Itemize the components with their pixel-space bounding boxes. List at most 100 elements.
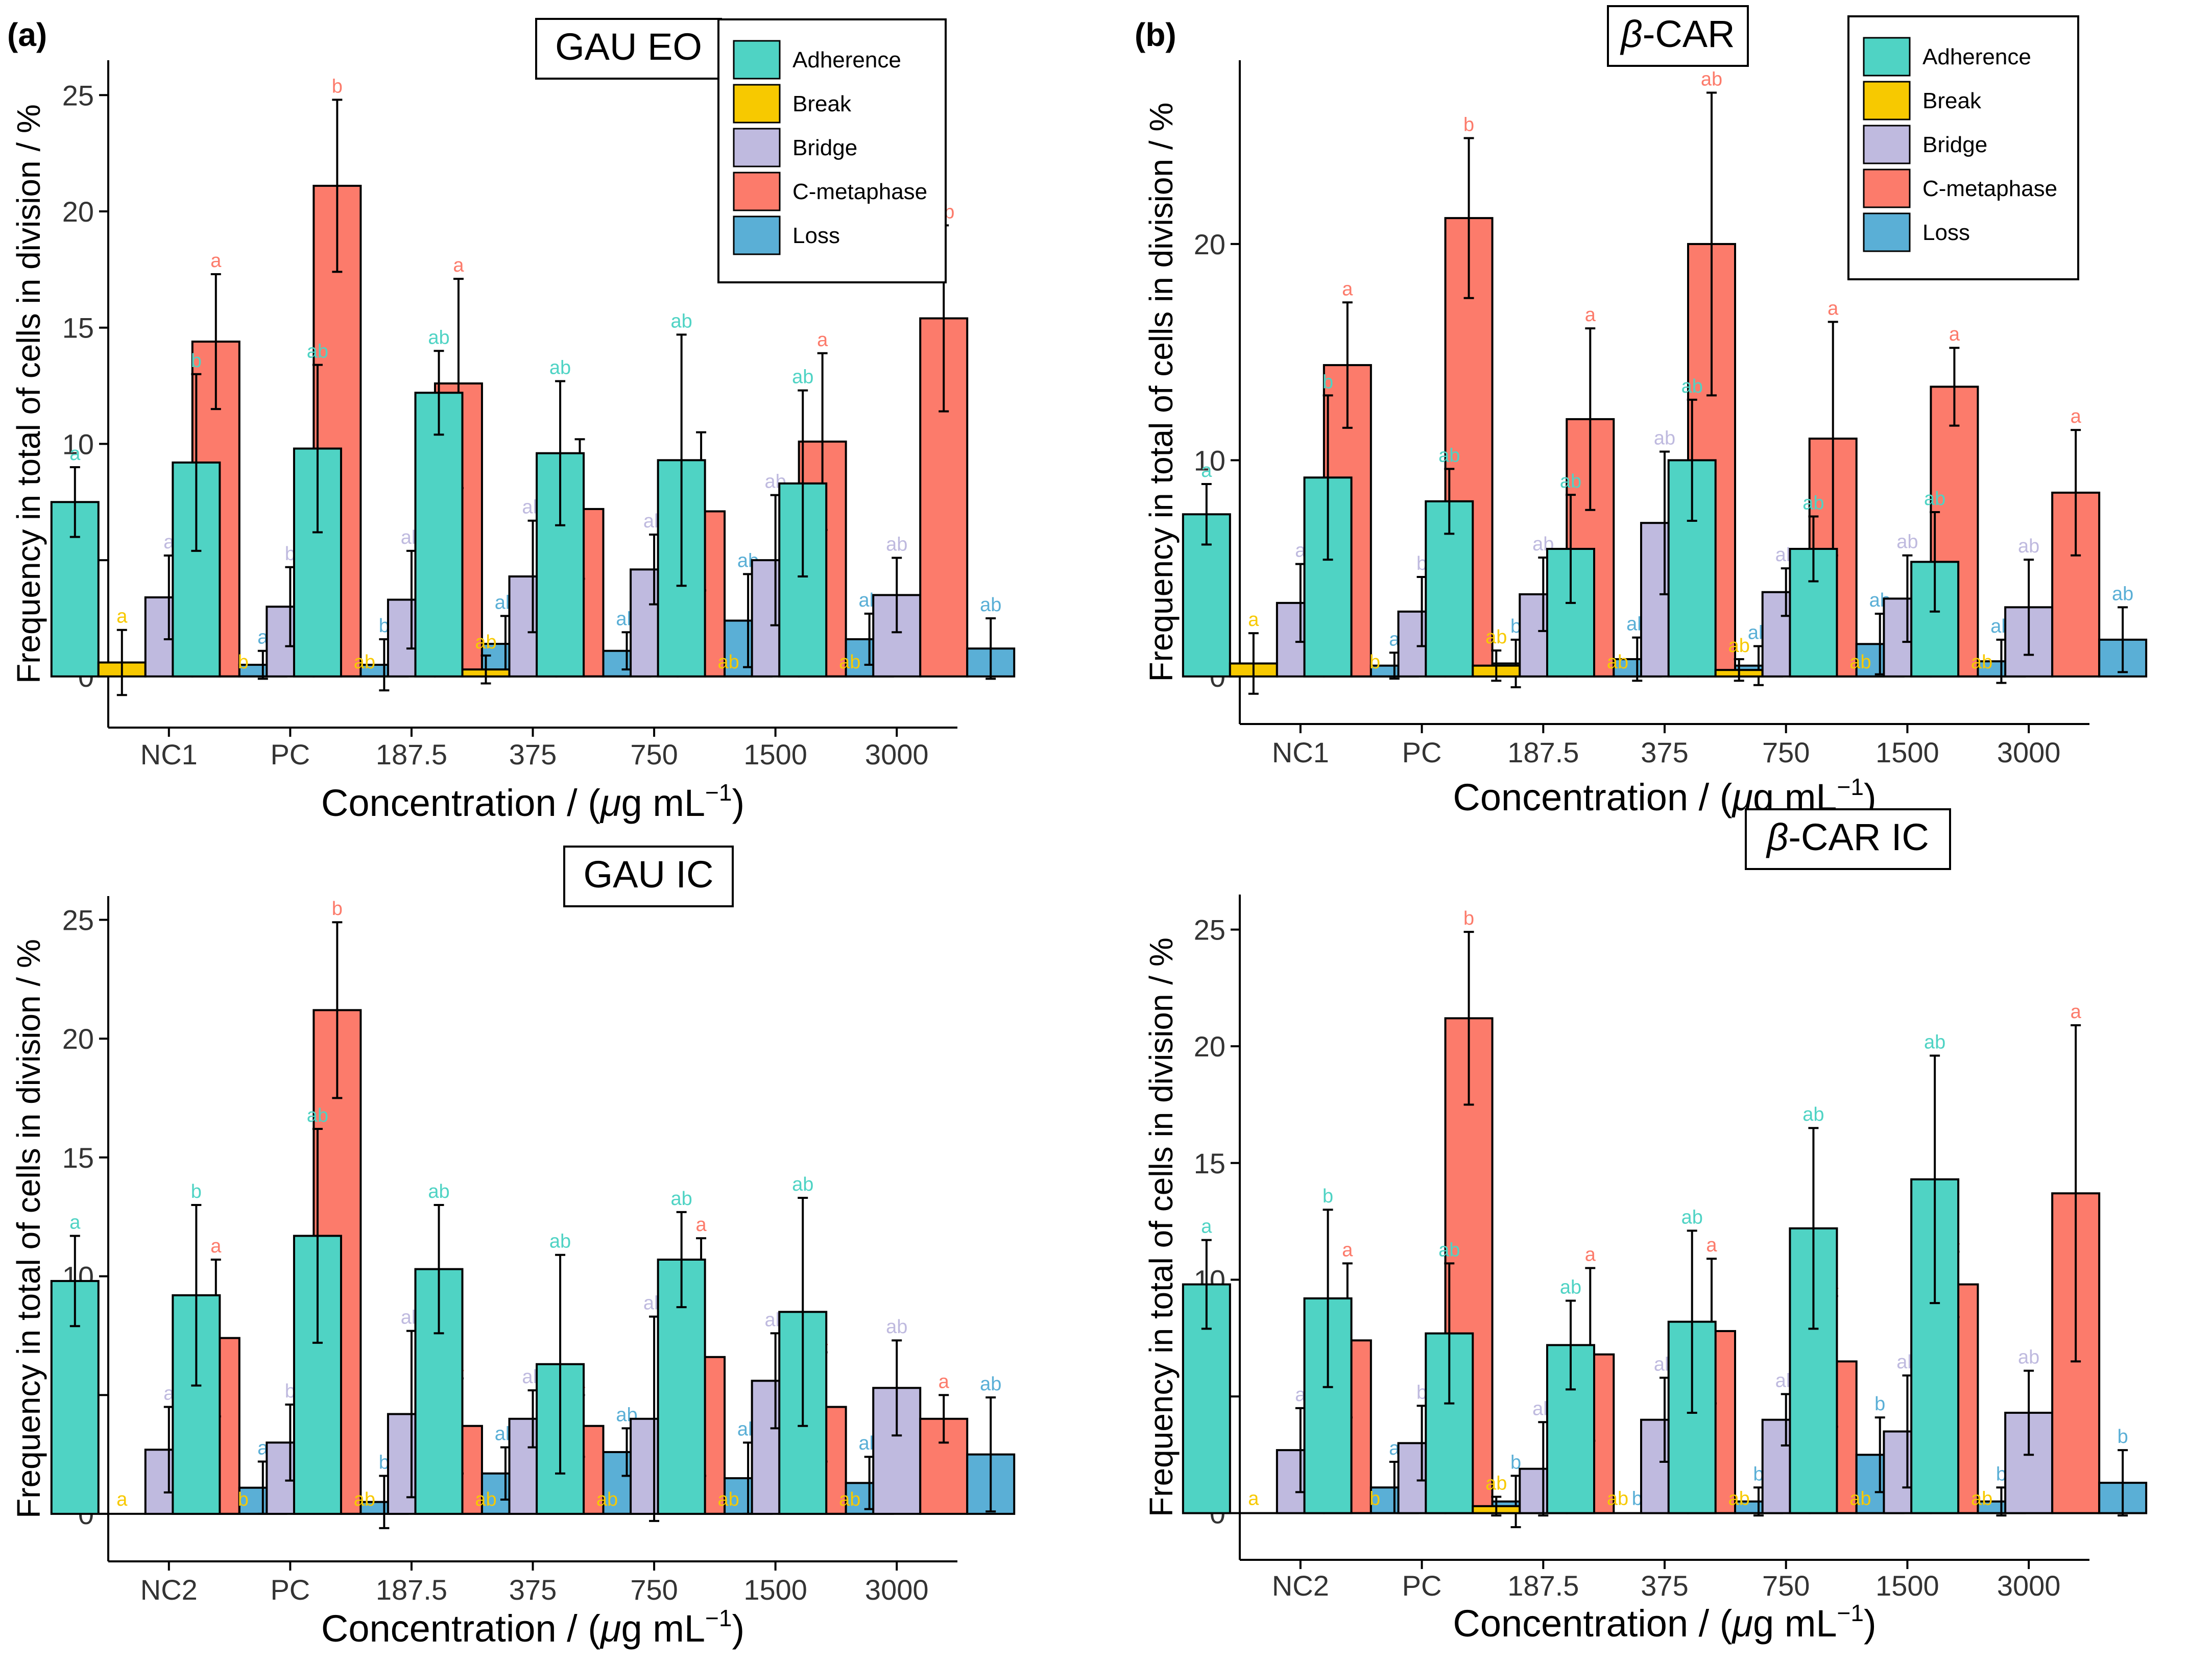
legend-swatch xyxy=(1863,125,1911,164)
x-tick-label: 1500 xyxy=(1876,1570,1939,1602)
y-axis-label: Frequency in total of cells in division … xyxy=(1143,937,1180,1517)
chart-title: β-CAR xyxy=(1620,13,1735,55)
significance-letter: a xyxy=(210,250,222,272)
significance-letter: a xyxy=(2071,1001,2082,1023)
significance-letter: a xyxy=(69,1212,81,1233)
significance-letter: b xyxy=(238,1489,249,1510)
significance-letter: a xyxy=(69,443,81,465)
chart-beta-car-ic: 0510152025Frequency in total of cells in… xyxy=(1143,808,2148,1645)
significance-letter: ab xyxy=(549,357,571,378)
legend-label: Loss xyxy=(792,223,840,248)
significance-letter: ab xyxy=(1849,1488,1871,1510)
significance-letter: ab xyxy=(1802,1104,1824,1125)
significance-letter: b xyxy=(1323,371,1333,393)
panel-label-b: (b) xyxy=(1135,16,1176,53)
significance-letter: ab xyxy=(839,1489,860,1510)
x-tick-label: 375 xyxy=(509,738,557,770)
significance-letter: ab xyxy=(1485,1473,1507,1494)
significance-letter: ab xyxy=(1681,376,1703,397)
x-axis-label-unit: g mL xyxy=(1753,1602,1837,1645)
x-axis-label-mu: μ xyxy=(599,782,621,824)
significance-letter: ab xyxy=(1607,1488,1628,1510)
significance-letter: a xyxy=(1342,278,1353,300)
significance-letter: ab xyxy=(2018,1347,2039,1368)
significance-letter: b xyxy=(285,543,296,565)
x-tick-label: 3000 xyxy=(1997,1570,2061,1602)
significance-letter: a xyxy=(1248,609,1259,631)
x-axis-label-main: Concentration / ( xyxy=(1453,776,1732,818)
significance-letter: ab xyxy=(596,1489,618,1510)
y-tick-label: 15 xyxy=(62,1142,94,1174)
x-axis-label: Concentration / (μg mL−1) xyxy=(1453,1600,1876,1645)
significance-letter: ab xyxy=(1924,488,1945,510)
significance-letter: ab xyxy=(1560,471,1581,492)
legend-label: Loss xyxy=(1922,220,1970,245)
significance-letter: ab xyxy=(475,632,496,653)
significance-letter: b xyxy=(191,350,202,372)
significance-letter: b xyxy=(285,1381,296,1402)
significance-letter: b xyxy=(332,76,343,97)
significance-letter: ab xyxy=(1438,445,1460,466)
x-axis-label-main: Concentration / ( xyxy=(321,1607,600,1650)
significance-letter: a xyxy=(817,329,828,351)
x-axis-label-unit: g mL xyxy=(621,1607,705,1650)
significance-letter: a xyxy=(696,1214,707,1236)
significance-letter: ab xyxy=(354,652,375,673)
x-tick-label: NC2 xyxy=(140,1574,198,1606)
significance-letter: a xyxy=(1706,1235,1717,1256)
significance-letter: b xyxy=(1753,1463,1764,1485)
legend-swatch xyxy=(733,128,781,167)
y-axis-label: Frequency in total of cells in division … xyxy=(10,104,47,684)
legend-swatch xyxy=(1863,37,1911,77)
chart-beta-car: 01020Frequency in total of cells in divi… xyxy=(1143,5,2148,818)
significance-letter: ab xyxy=(1849,652,1871,673)
x-tick-label: 187.5 xyxy=(1507,1570,1579,1602)
chart-title: GAU EO xyxy=(555,26,702,68)
significance-letter: ab xyxy=(549,1231,571,1252)
significance-letter: a xyxy=(1585,1244,1596,1266)
legend-swatch xyxy=(1863,212,1911,252)
x-tick-label: NC1 xyxy=(140,738,198,770)
significance-letter: b xyxy=(379,615,390,637)
significance-letter: b xyxy=(2118,1426,2128,1448)
significance-letter: b xyxy=(1463,114,1474,135)
bar xyxy=(536,452,585,678)
significance-letter: ab xyxy=(718,652,739,673)
y-axis-label: Frequency in total of cells in division … xyxy=(10,939,47,1518)
significance-letter: a xyxy=(1248,1488,1259,1510)
significance-letter: ab xyxy=(886,1316,907,1338)
legend-label: Break xyxy=(792,91,852,116)
legend-swatch xyxy=(733,172,781,211)
y-tick-label: 20 xyxy=(62,196,94,228)
significance-letter: ab xyxy=(1438,1239,1460,1261)
significance-letter: b xyxy=(1369,652,1380,673)
title-box xyxy=(1745,808,1951,870)
significance-letter: ab xyxy=(354,1489,375,1510)
significance-letter: ab xyxy=(792,367,813,388)
significance-letter: a xyxy=(210,1236,222,1257)
x-axis-label-main: Concentration / ( xyxy=(321,782,600,824)
chart-title: β-CAR IC xyxy=(1766,816,1929,858)
significance-letter: ab xyxy=(671,310,692,332)
significance-letter: ab xyxy=(475,1489,496,1510)
x-axis-label-sup: −1 xyxy=(705,1605,732,1631)
y-tick-label: 20 xyxy=(1194,1030,1225,1063)
x-tick-label: PC xyxy=(270,1574,310,1606)
significance-letter: b xyxy=(332,898,343,920)
significance-letter: a xyxy=(939,1371,950,1392)
y-tick-label: 10 xyxy=(1194,444,1225,476)
x-tick-label: 1500 xyxy=(743,738,807,770)
title-beta: β xyxy=(1620,13,1642,55)
x-tick-label: 3000 xyxy=(865,738,929,770)
legend-swatch xyxy=(1863,168,1911,208)
x-tick-label: PC xyxy=(1402,1570,1442,1602)
chart-gau-eo: 0510152025Frequency in total of cells in… xyxy=(10,18,1016,824)
x-tick-label: 1500 xyxy=(743,1574,807,1606)
x-axis-label-end: ) xyxy=(1864,1602,1877,1645)
significance-letter: b xyxy=(1874,1393,1885,1415)
y-tick-label: 15 xyxy=(1194,1147,1225,1179)
x-tick-label: 750 xyxy=(1762,1570,1810,1602)
significance-letter: ab xyxy=(2112,583,2133,605)
significance-letter: ab xyxy=(980,1373,1001,1395)
